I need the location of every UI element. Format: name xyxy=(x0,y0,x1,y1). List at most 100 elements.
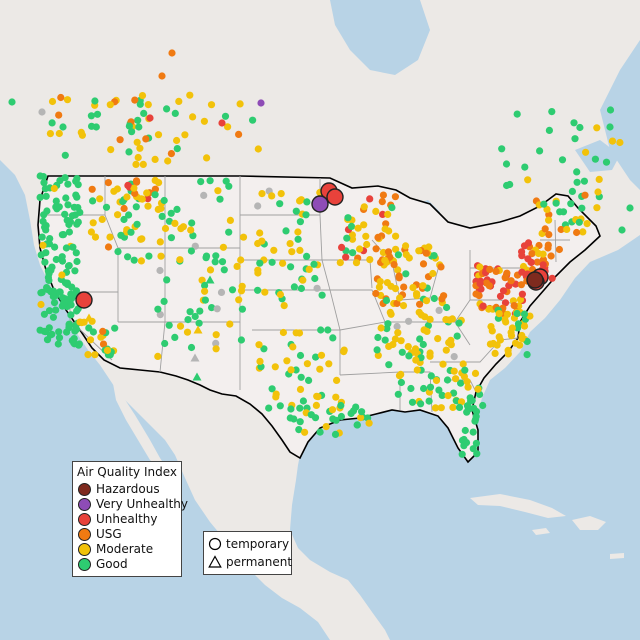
monitor-marker xyxy=(61,174,69,182)
monitor-marker xyxy=(420,384,428,393)
monitor-marker xyxy=(55,334,64,342)
monitor-marker xyxy=(543,205,551,213)
monitor-marker xyxy=(527,258,535,267)
monitor-marker xyxy=(518,268,526,276)
monitor-marker xyxy=(332,416,340,424)
monitor-marker xyxy=(8,98,16,106)
monitor-marker xyxy=(111,324,119,332)
monitor-marker xyxy=(431,404,440,412)
monitor-marker xyxy=(360,203,368,211)
monitor-marker xyxy=(268,258,276,266)
monitor-marker xyxy=(540,200,548,208)
monitor-marker xyxy=(151,185,159,193)
monitor-marker xyxy=(385,342,393,350)
monitor-marker xyxy=(167,150,175,158)
monitor-marker xyxy=(305,265,313,273)
monitor-marker xyxy=(46,235,54,243)
monitor-marker xyxy=(46,331,55,339)
monitor-marker xyxy=(201,281,209,290)
monitor-marker xyxy=(555,245,564,254)
monitor-marker xyxy=(136,100,144,108)
monitor-marker xyxy=(464,383,472,391)
monitor-marker xyxy=(287,405,295,413)
monitor-marker xyxy=(606,123,614,131)
monitor-marker xyxy=(176,322,185,330)
monitor-marker xyxy=(62,194,70,202)
monitor-marker xyxy=(536,147,544,155)
monitor-marker xyxy=(384,320,392,328)
monitor-marker xyxy=(68,283,76,291)
monitor-marker xyxy=(139,160,147,168)
monitor-marker xyxy=(493,341,501,349)
monitor-marker xyxy=(366,256,374,264)
monitor-marker xyxy=(453,332,461,340)
monitor-marker-permanent xyxy=(205,275,215,284)
monitor-marker xyxy=(45,270,53,278)
monitor-marker xyxy=(520,322,529,330)
monitor-marker xyxy=(545,231,553,239)
monitor-marker xyxy=(69,243,77,251)
monitor-marker xyxy=(374,333,382,342)
monitor-marker xyxy=(385,361,393,369)
monitor-marker xyxy=(133,220,141,228)
monitor-marker xyxy=(419,282,427,290)
monitor-marker xyxy=(460,435,468,444)
puerto-rico xyxy=(610,553,624,559)
monitor-marker xyxy=(521,163,529,171)
monitor-marker xyxy=(520,310,529,318)
monitor-marker xyxy=(296,246,304,254)
monitor-marker xyxy=(272,390,280,398)
monitor-marker xyxy=(99,327,107,335)
monitor-marker xyxy=(396,294,404,302)
good-swatch xyxy=(78,557,91,571)
monitor-marker xyxy=(391,285,400,293)
monitor-marker xyxy=(164,157,172,165)
legend-item-usg: USG xyxy=(78,527,122,541)
monitor-marker xyxy=(366,195,374,203)
monitor-marker xyxy=(524,176,532,184)
monitor-marker xyxy=(191,242,199,250)
legend-item-very-unhealthy: Very Unhealthy xyxy=(78,497,188,511)
monitor-marker xyxy=(183,328,192,336)
monitor-marker xyxy=(91,233,100,241)
monitor-marker xyxy=(455,403,464,411)
monitor-marker xyxy=(443,376,452,384)
monitor-marker xyxy=(312,353,320,361)
monitor-marker xyxy=(476,263,484,271)
monitor-marker xyxy=(594,188,602,196)
monitor-marker xyxy=(437,263,445,271)
jamaica xyxy=(532,528,550,535)
monitor-marker xyxy=(344,214,352,222)
monitor-marker xyxy=(405,254,413,262)
monitor-marker xyxy=(151,155,159,163)
monitor-marker xyxy=(49,287,58,295)
monitor-marker xyxy=(394,329,402,337)
monitor-marker xyxy=(324,326,332,334)
monitor-marker xyxy=(516,341,524,349)
monitor-marker xyxy=(463,408,471,416)
circle-icon xyxy=(208,537,222,551)
monitor-marker xyxy=(132,203,140,211)
triangle-icon xyxy=(208,555,222,568)
monitor-marker xyxy=(235,130,243,138)
monitor-marker xyxy=(286,240,294,248)
monitor-marker xyxy=(39,217,47,225)
monitor-marker xyxy=(104,179,112,187)
monitor-marker xyxy=(42,192,50,200)
monitor-marker xyxy=(299,397,307,405)
monitor-marker xyxy=(375,283,383,291)
monitor-marker xyxy=(578,204,586,212)
monitor-marker xyxy=(200,191,208,199)
monitor-marker xyxy=(268,192,276,200)
monitor-marker xyxy=(374,233,382,241)
monitor-marker xyxy=(37,300,45,309)
monitor-marker xyxy=(218,258,227,266)
monitor-marker xyxy=(506,180,514,189)
monitor-marker xyxy=(265,404,273,412)
monitor-marker xyxy=(384,248,393,256)
monitor-marker xyxy=(144,202,152,210)
monitor-marker xyxy=(186,308,194,316)
monitor-marker xyxy=(316,365,324,373)
monitor-marker xyxy=(165,321,173,329)
